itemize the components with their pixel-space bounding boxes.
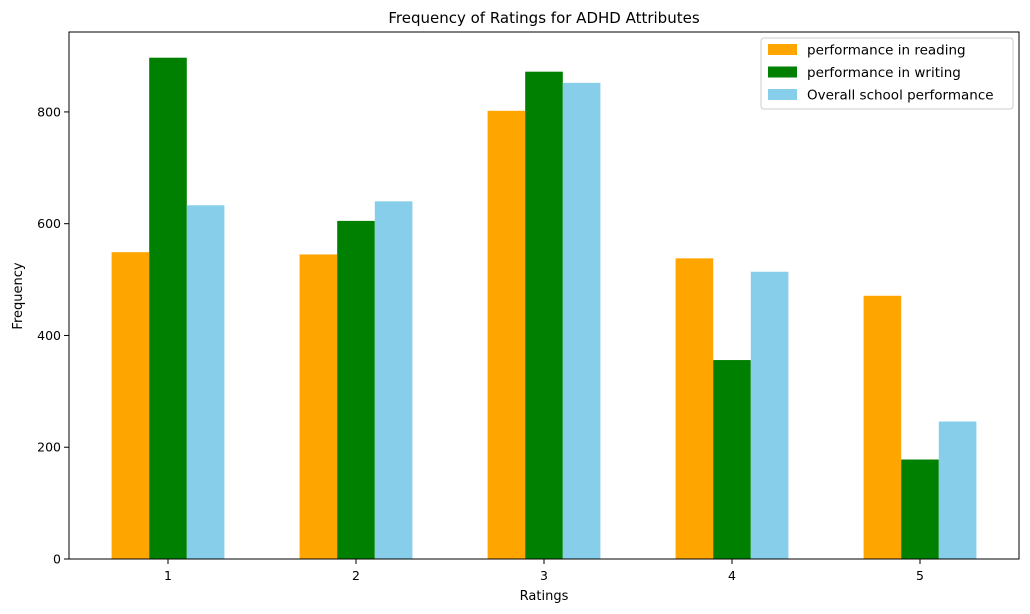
x-axis-label: Ratings [520,589,569,604]
bar [111,252,150,559]
bar [149,57,187,560]
legend-label: performance in writing [807,65,961,81]
bar [750,271,789,559]
x-axis: 1 2 3 4 5 [164,559,924,583]
x-tick-label: 5 [916,568,924,583]
y-axis-label: Frequency [11,262,26,329]
legend-label: performance in reading [807,43,966,59]
legend-label: Overall school performance [807,88,994,104]
y-tick-label: 400 [37,328,61,343]
y-tick-label: 600 [37,216,61,231]
chart-title: Frequency of Ratings for ADHD Attributes [388,9,699,27]
bar [713,360,751,559]
bar [299,254,338,560]
bar [863,295,902,559]
legend-swatch [768,89,797,100]
bars-group [111,57,977,560]
y-tick-label: 0 [53,552,61,567]
legend-swatch [768,66,797,78]
bar [374,201,413,559]
bar [938,421,977,559]
bar [901,459,939,559]
bar [675,258,714,559]
y-tick-label: 200 [37,440,61,455]
y-axis: 0 200 400 600 800 [37,104,69,567]
bar [525,71,563,560]
legend-frame [760,37,1014,110]
x-tick-label: 2 [352,568,360,583]
bar [186,205,225,560]
bar [562,82,601,560]
y-tick-label: 800 [37,104,61,119]
legend: performance in reading performance in wri… [760,37,1014,110]
x-tick-label: 4 [728,568,736,583]
legend-swatch [768,44,797,55]
bar [487,110,526,560]
x-tick-label: 1 [164,568,172,583]
x-tick-label: 3 [540,568,548,583]
bar [337,220,375,559]
